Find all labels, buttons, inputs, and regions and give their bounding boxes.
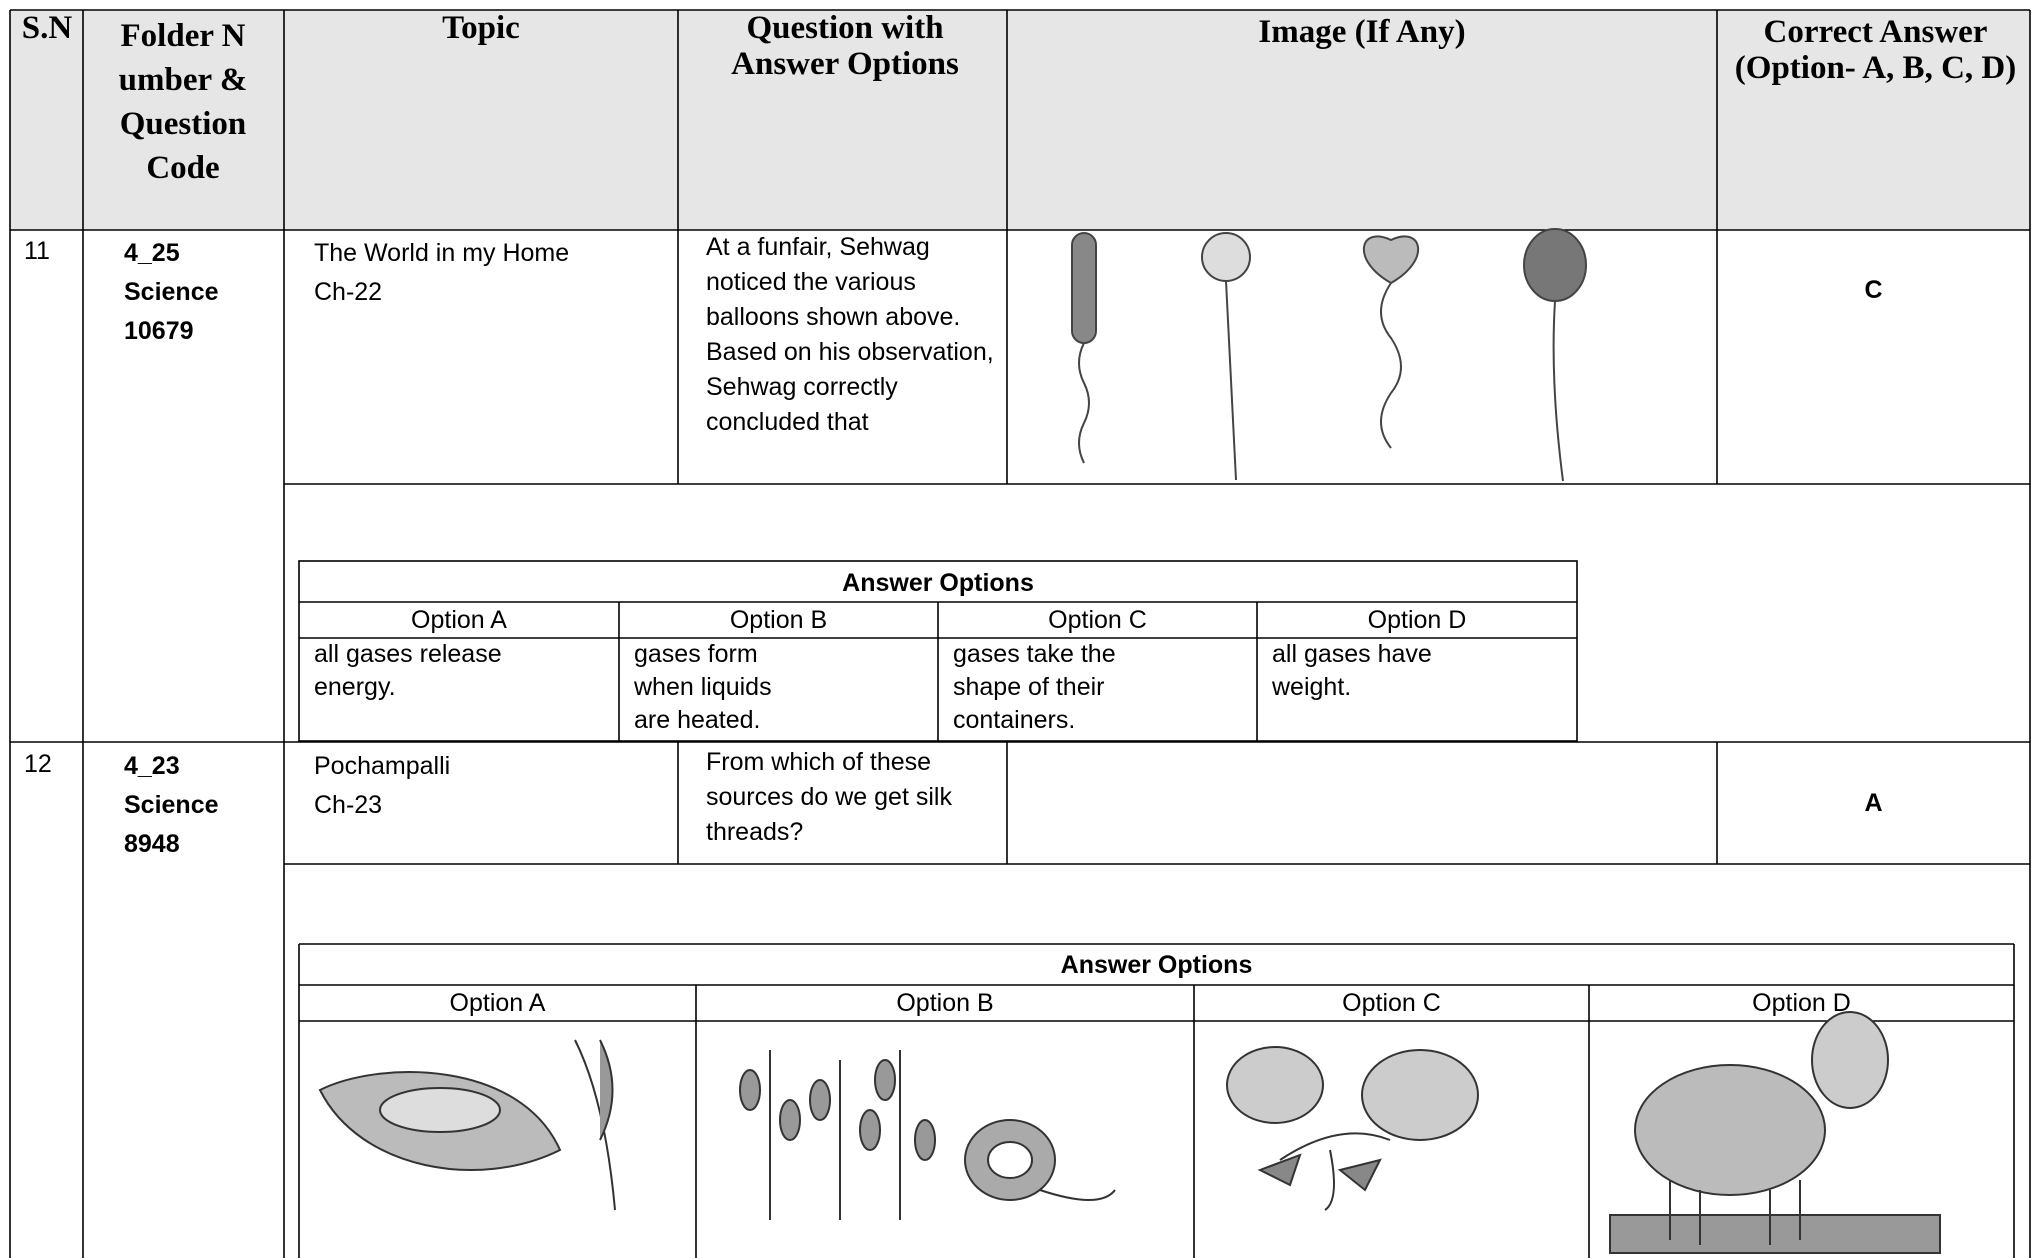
topic-line: Ch-23 — [314, 791, 383, 819]
option-a-image — [318, 1039, 616, 1211]
question-code: 4_23 Science 8948 — [124, 747, 219, 864]
option-d-image — [1609, 1011, 1941, 1254]
option-label: Option B — [896, 989, 994, 1017]
question-text: From which of these sources do we get si… — [706, 748, 952, 846]
balloons-image — [1071, 228, 1587, 482]
option-label: Option A — [411, 606, 507, 634]
option-label: Option C — [1342, 989, 1441, 1017]
option-label: Option C — [1048, 606, 1147, 634]
serial-number: 12 — [24, 750, 52, 778]
option-label: Option A — [449, 989, 546, 1017]
code-line: 10679 — [124, 317, 194, 345]
option-c-image — [1226, 1046, 1479, 1211]
option-text: all gases have weight. — [1272, 640, 1432, 701]
header-answer: Correct Answer (Option- A, B, C, D) — [1734, 14, 2017, 86]
option-b-image — [739, 1050, 1116, 1220]
code-line: Science — [124, 791, 219, 819]
answer-options-title: Answer Options — [842, 569, 1034, 597]
option-label: Option B — [729, 606, 828, 634]
option-label: Option D — [1367, 606, 1467, 634]
option-text: gases take the shape of their containers… — [953, 640, 1116, 734]
topic-line: The World in my Home — [314, 239, 570, 267]
topic: Pochampalli Ch-23 — [314, 747, 450, 825]
header-sn: S.N — [21, 10, 73, 46]
topic-line: Pochampalli — [314, 752, 451, 780]
correct-answer: C — [1864, 276, 1883, 304]
topic: The World in my Home Ch-22 — [314, 234, 569, 312]
topic-line: Ch-22 — [314, 278, 383, 306]
option-label: Option D — [1752, 989, 1851, 1017]
option-text: gases form when liquids are heated. — [634, 640, 772, 734]
header-background — [10, 10, 2030, 230]
answer-options-title: Answer Options — [1060, 951, 1253, 979]
code-line: 8948 — [124, 830, 180, 858]
correct-answer: A — [1864, 789, 1883, 817]
header-code: Folder Number & Question Code — [118, 18, 248, 186]
option-text: all gases release energy. — [314, 640, 502, 701]
question-code: 4_25 Science 10679 — [124, 234, 219, 351]
code-line: 4_23 — [124, 752, 180, 780]
question-text: At a funfair, Sehwag noticed the various… — [706, 233, 994, 436]
code-line: 4_25 — [124, 239, 180, 267]
serial-number: 11 — [24, 237, 50, 265]
header-question: Question with Answer Options — [731, 10, 959, 82]
header-image: Image (If Any) — [1258, 14, 1466, 50]
code-line: Science — [124, 278, 219, 306]
header-topic: Topic — [442, 10, 520, 46]
